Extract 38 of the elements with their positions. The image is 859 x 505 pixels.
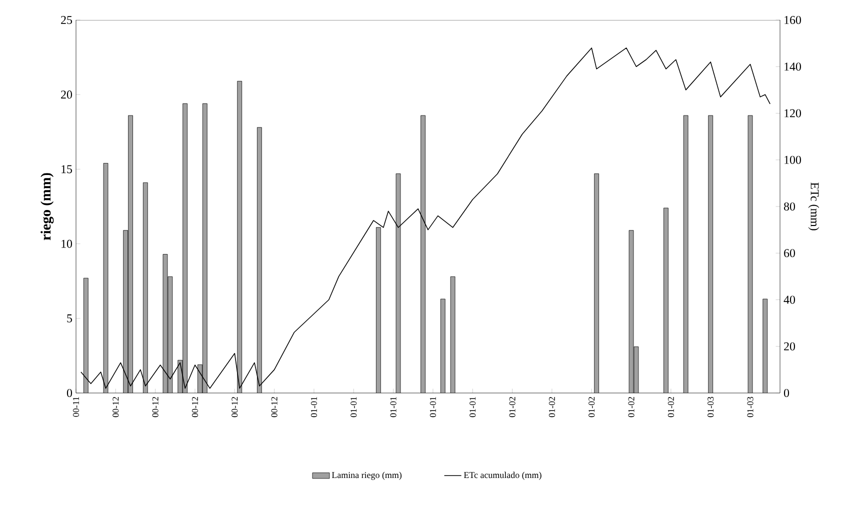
x-tick-label: 01-01 bbox=[470, 397, 476, 418]
x-tick-label: 01-02 bbox=[548, 397, 555, 418]
x-tick-label: 00-12 bbox=[152, 397, 158, 418]
x-tick-label: 01-02 bbox=[588, 397, 595, 418]
y2-tick-label: 80 bbox=[784, 202, 796, 211]
y2-tick-label: 140 bbox=[784, 62, 801, 71]
x-tick-label: 01-03 bbox=[708, 396, 714, 418]
x-tick-label: 01-02 bbox=[628, 397, 634, 418]
x-tick-label: 01-01 bbox=[390, 397, 396, 418]
legend-label: Lamina riego (mm) bbox=[332, 472, 402, 480]
x-tick-label: 01-02 bbox=[509, 397, 516, 418]
y-tick-label: 15 bbox=[62, 165, 72, 174]
y2-tick-label: 60 bbox=[784, 249, 796, 258]
y2-tick-label: 0 bbox=[784, 388, 790, 398]
x-tick-label: 01-02 bbox=[668, 397, 674, 418]
x-tick-label: 01-03 bbox=[747, 396, 754, 418]
y-tick-label: 20 bbox=[61, 90, 72, 99]
x-tick-label: 00-12 bbox=[192, 397, 198, 418]
x-tick-label: 01-01 bbox=[430, 397, 436, 418]
x-tick-label: 01-01 bbox=[310, 397, 318, 418]
y2-tick-label: 40 bbox=[784, 296, 796, 304]
y2-tick-label: 160 bbox=[784, 16, 801, 24]
legend-label: ETc acumulado (mm) bbox=[464, 472, 542, 480]
x-tick-label: 00-12 bbox=[271, 397, 278, 418]
y2-tick-label: 100 bbox=[784, 156, 801, 164]
x-tick-label: 01-01 bbox=[350, 397, 357, 418]
y-tick-label: 10 bbox=[62, 240, 72, 248]
y2-tick-label: 20 bbox=[784, 342, 796, 350]
y-tick-label: 25 bbox=[61, 16, 72, 24]
x-tick-label: 00-12 bbox=[112, 397, 119, 418]
y-axis-title: riego (mm) bbox=[40, 173, 54, 240]
y2-axis-title: ETc (mm) bbox=[808, 182, 820, 230]
y2-tick-label: 120 bbox=[784, 109, 801, 118]
y-tick-label: 5 bbox=[67, 314, 72, 322]
x-tick-label: 00-11 bbox=[72, 397, 80, 417]
line-series bbox=[80, 48, 770, 389]
x-tick-label: 00-12 bbox=[232, 397, 238, 418]
y-tick-label: 0 bbox=[66, 388, 72, 398]
